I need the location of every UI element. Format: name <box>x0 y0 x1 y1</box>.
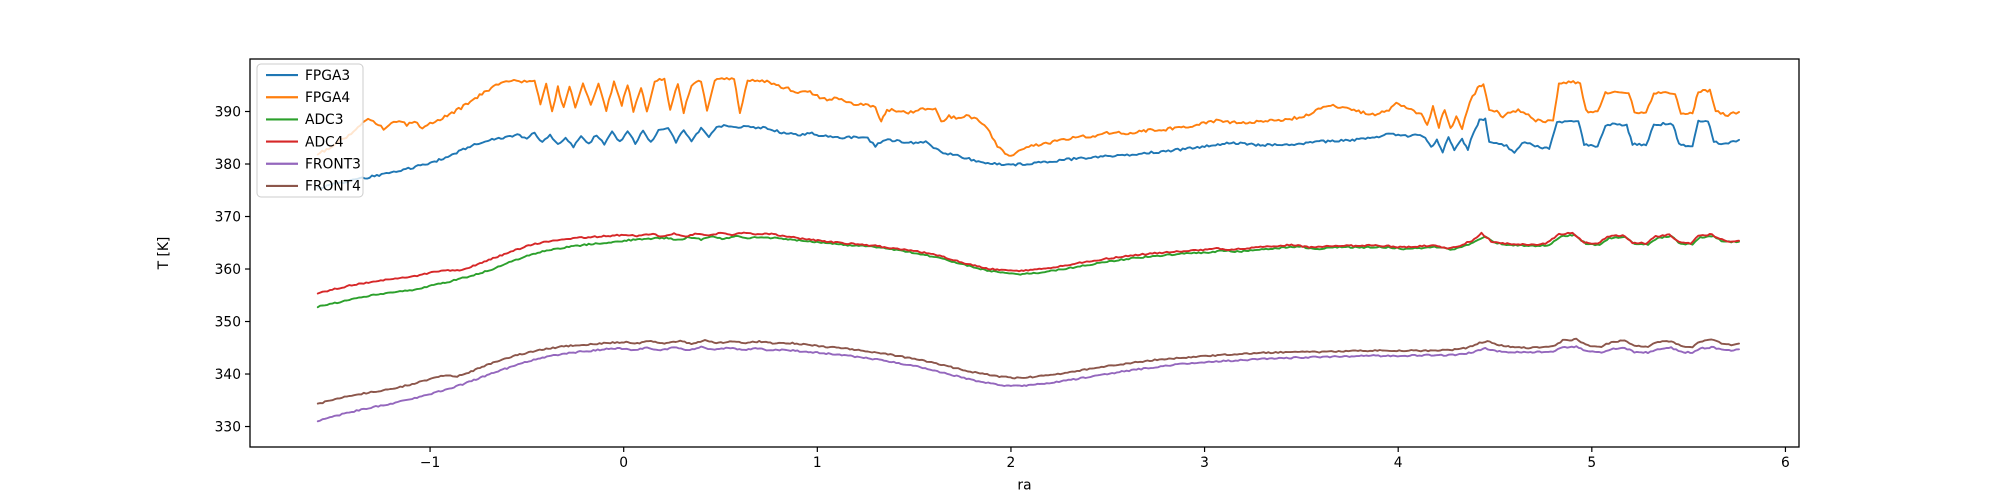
series-line-ADC3 <box>316 233 1740 309</box>
x-tick-label: 5 <box>1587 455 1596 471</box>
x-tick-label: 6 <box>1781 455 1790 471</box>
x-tick-label: 4 <box>1394 455 1403 471</box>
y-tick-label: 350 <box>215 314 241 330</box>
x-tick-label: 3 <box>1200 455 1209 471</box>
y-tick-label: 340 <box>215 367 241 383</box>
x-axis-label: ra <box>1017 478 1031 494</box>
y-tick-label: 380 <box>215 157 241 173</box>
legend: FPGA3 FPGA4 ADC3 ADC4 FRONT3 FRONT4 <box>256 63 364 198</box>
x-tick-label: 2 <box>1007 455 1016 471</box>
y-tick-label: 360 <box>215 262 241 278</box>
x-tick-label: 0 <box>619 455 628 471</box>
legend-label-FRONT3: FRONT3 <box>305 157 361 173</box>
x-tick-label: 1 <box>813 455 822 471</box>
series-line-FPGA4 <box>316 77 1740 157</box>
y-axis-label: T [K] <box>156 237 172 271</box>
x-tick-label: −1 <box>420 455 440 471</box>
legend-label-FPGA4: FPGA4 <box>305 90 350 106</box>
series-line-FRONT4 <box>316 337 1740 405</box>
plot-border <box>249 58 1800 448</box>
series-line-FRONT3 <box>316 345 1740 423</box>
series-line-ADC4 <box>316 231 1740 295</box>
legend-label-FRONT4: FRONT4 <box>305 179 361 195</box>
series-line-FPGA3 <box>316 117 1740 190</box>
legend-label-FPGA3: FPGA3 <box>305 68 350 84</box>
y-tick-label: 390 <box>215 104 241 120</box>
y-tick-label: 370 <box>215 209 241 225</box>
legend-label-ADC4: ADC4 <box>305 134 343 150</box>
y-tick-label: 330 <box>215 419 241 435</box>
legend-box <box>256 63 364 198</box>
legend-label-ADC3: ADC3 <box>305 112 343 128</box>
